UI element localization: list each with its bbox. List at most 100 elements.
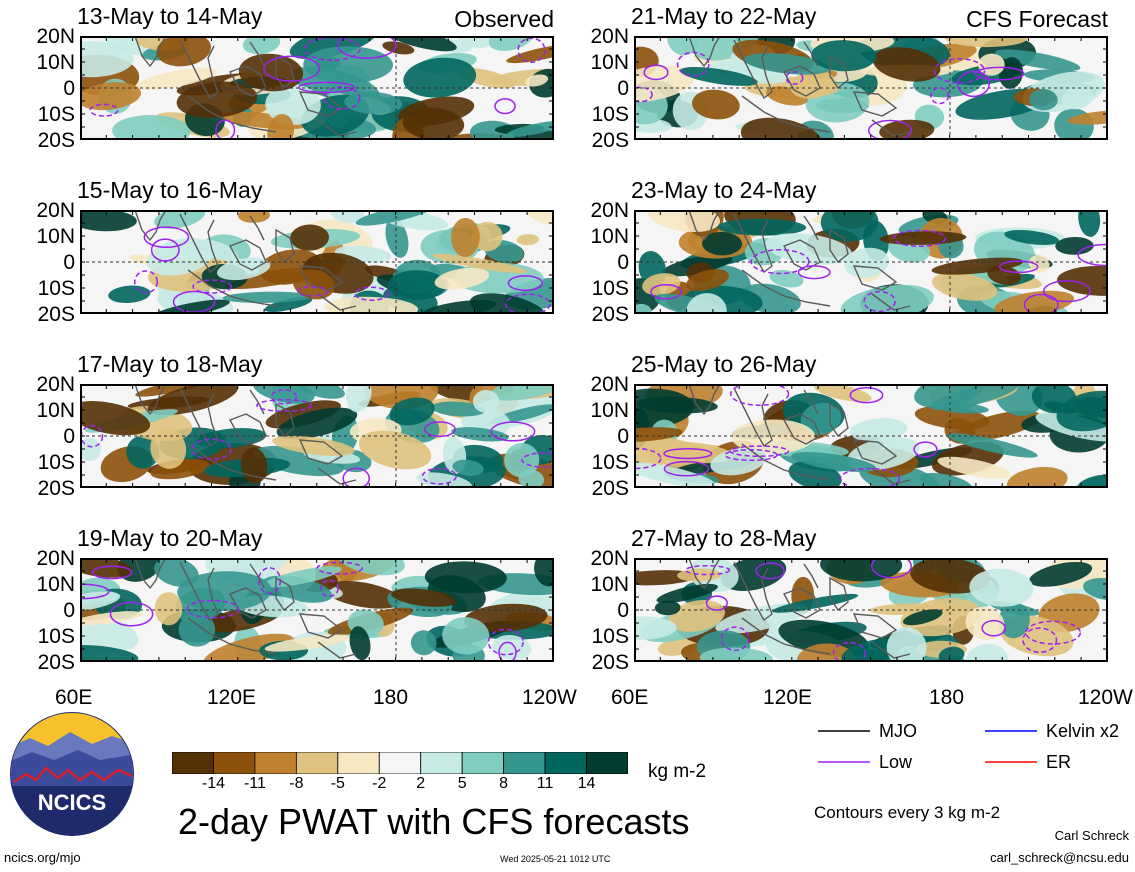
map-ticks [80, 558, 554, 662]
panel-title: 23-May to 24-May [631, 177, 817, 203]
lat-label: 10S [37, 103, 75, 126]
colorbar-segment [337, 752, 380, 774]
anomaly-map [634, 36, 1108, 140]
lon-label: 180 [929, 686, 965, 709]
legend-swatch-er [985, 761, 1037, 763]
panel-title: 21-May to 22-May [631, 3, 817, 29]
lon-label: 120E [207, 686, 257, 709]
anomaly-blobs [634, 384, 1108, 488]
panel-title: 27-May to 28-May [631, 525, 817, 551]
lat-label: 10N [36, 225, 75, 248]
lat-label: 10S [591, 277, 629, 300]
panel-title: 17-May to 18-May [77, 351, 263, 377]
coastlines [134, 558, 357, 659]
anomaly-blobs [80, 558, 554, 662]
lat-label: 0 [617, 599, 629, 622]
colorbar-segment [378, 752, 422, 774]
panel-title: 13-May to 14-May [77, 3, 263, 29]
lat-label: 0 [617, 77, 629, 100]
lon-label: 60E [55, 686, 93, 709]
lat-label: 20S [37, 303, 75, 326]
lat-label: 0 [63, 425, 75, 448]
lat-label: 20S [591, 651, 629, 674]
colorbar-label: 14 [577, 775, 596, 792]
lon-label: 120E [763, 686, 813, 709]
panel-tag: CFS Forecast [966, 6, 1108, 32]
colorbar-segment [213, 752, 256, 774]
panel-title: 15-May to 16-May [77, 177, 263, 203]
anomaly-map [634, 558, 1108, 662]
lat-label: 20N [36, 25, 75, 48]
low-contours [80, 389, 554, 488]
footer-url: ncics.org/mjo [4, 850, 81, 865]
anomaly-map [80, 36, 554, 140]
colorbar-label: 11 [536, 775, 554, 792]
lat-label: 20N [36, 199, 75, 222]
colorbar-segment [461, 752, 505, 774]
map-ticks [634, 558, 1108, 662]
logo-text: NCICS [38, 790, 106, 815]
coastlines [688, 558, 911, 659]
lat-label: 20N [590, 25, 629, 48]
lat-label: 20N [36, 547, 75, 570]
map-ticks [634, 384, 1108, 488]
coastlines [134, 36, 357, 137]
colorbar-segment [503, 752, 546, 774]
colorbar-label: -11 [243, 775, 266, 792]
lat-label: 10N [590, 51, 629, 74]
footer-author: Carl Schreck [1054, 828, 1129, 843]
colorbar-segment [254, 752, 297, 774]
colorbar-label: -8 [289, 775, 304, 792]
lon-label: 120W [522, 686, 577, 709]
colorbar-segment [295, 752, 339, 774]
lat-label: 20N [590, 547, 629, 570]
map-ticks [634, 210, 1108, 314]
lat-label: 10N [36, 573, 75, 596]
legend-label-mjo: MJO [879, 721, 917, 741]
coastlines [688, 210, 911, 311]
lat-label: 20S [591, 303, 629, 326]
panel-title: 25-May to 26-May [631, 351, 817, 377]
lat-label: 10S [37, 277, 75, 300]
map-ticks [80, 384, 554, 488]
lat-label: 10S [591, 103, 629, 126]
footer-timestamp: Wed 2025-05-21 1012 UTC [500, 854, 611, 864]
legend-label-kelvin: Kelvin x2 [1046, 721, 1120, 741]
lat-label: 20S [591, 129, 629, 152]
lat-label: 0 [617, 251, 629, 274]
colorbar-segment [544, 752, 587, 774]
low-contours [650, 229, 1108, 314]
anomaly-blobs [80, 384, 554, 488]
legend-label-low: Low [879, 752, 913, 772]
lat-label: 20N [590, 199, 629, 222]
anomaly-map [634, 384, 1108, 488]
colorbar-label: -14 [201, 775, 226, 792]
lat-label: 10S [591, 451, 629, 474]
lat-label: 20S [37, 477, 75, 500]
map-ticks [80, 36, 554, 140]
lat-label: 20S [37, 651, 75, 674]
lat-label: 20S [591, 477, 629, 500]
anomaly-map [80, 210, 554, 314]
anomaly-map [80, 558, 554, 662]
lon-label: 120W [1078, 686, 1133, 709]
contour-interval-note: Contours every 3 kg m-2 [814, 803, 1001, 822]
colorbar-label: -2 [372, 775, 387, 792]
lat-label: 0 [63, 251, 75, 274]
legend-swatch-kelvin [985, 730, 1037, 732]
anomaly-map [80, 384, 554, 488]
lat-label: 10N [36, 51, 75, 74]
colorbar-segment [586, 752, 628, 774]
lat-label: 0 [617, 425, 629, 448]
map-ticks [634, 36, 1108, 140]
coastlines [688, 384, 911, 485]
colorbar-label: 2 [416, 775, 426, 792]
colorbar-segment [420, 752, 463, 774]
legend-swatch-mjo [818, 730, 870, 732]
colorbar-units: kg m-2 [648, 761, 707, 782]
lon-label: 60E [611, 686, 649, 709]
lat-label: 10S [37, 451, 75, 474]
lat-label: 10N [590, 399, 629, 422]
coastlines [688, 36, 911, 137]
legend-label-er: ER [1046, 752, 1072, 772]
